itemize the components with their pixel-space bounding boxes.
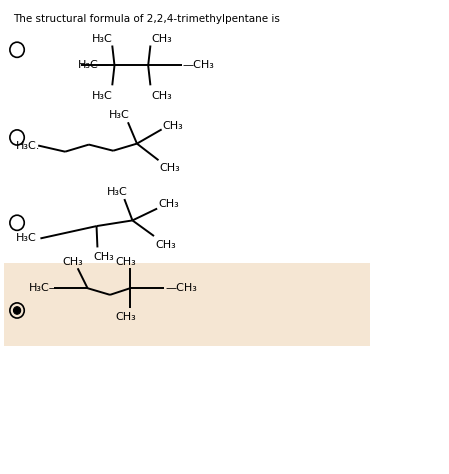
Text: H₃C: H₃C [16, 233, 36, 244]
Text: —CH₃: —CH₃ [165, 283, 197, 293]
Text: CH₃: CH₃ [152, 91, 172, 101]
Text: H₃C: H₃C [106, 187, 127, 197]
Text: H₃C: H₃C [109, 110, 130, 120]
Text: H₃C—: H₃C— [29, 283, 61, 293]
FancyBboxPatch shape [4, 263, 370, 346]
Text: —CH₃: —CH₃ [183, 60, 215, 71]
Text: CH₃: CH₃ [163, 120, 183, 131]
Text: H₃C.: H₃C. [16, 140, 40, 151]
Text: CH₃: CH₃ [158, 199, 179, 209]
Text: The structural formula of 2,2,4-trimethylpentane is: The structural formula of 2,2,4-trimethy… [13, 14, 280, 24]
Text: H₃C: H₃C [92, 91, 112, 101]
Text: CH₃: CH₃ [152, 34, 172, 45]
Circle shape [13, 307, 21, 314]
Text: CH₃: CH₃ [116, 311, 136, 322]
Text: CH₃: CH₃ [159, 163, 180, 173]
Text: H₃C: H₃C [92, 34, 112, 45]
Text: CH₃: CH₃ [63, 257, 84, 267]
Text: CH₃: CH₃ [116, 257, 136, 267]
Text: CH₃: CH₃ [93, 252, 114, 262]
Text: CH₃: CH₃ [155, 240, 176, 250]
Text: H₃C—: H₃C— [78, 60, 110, 71]
